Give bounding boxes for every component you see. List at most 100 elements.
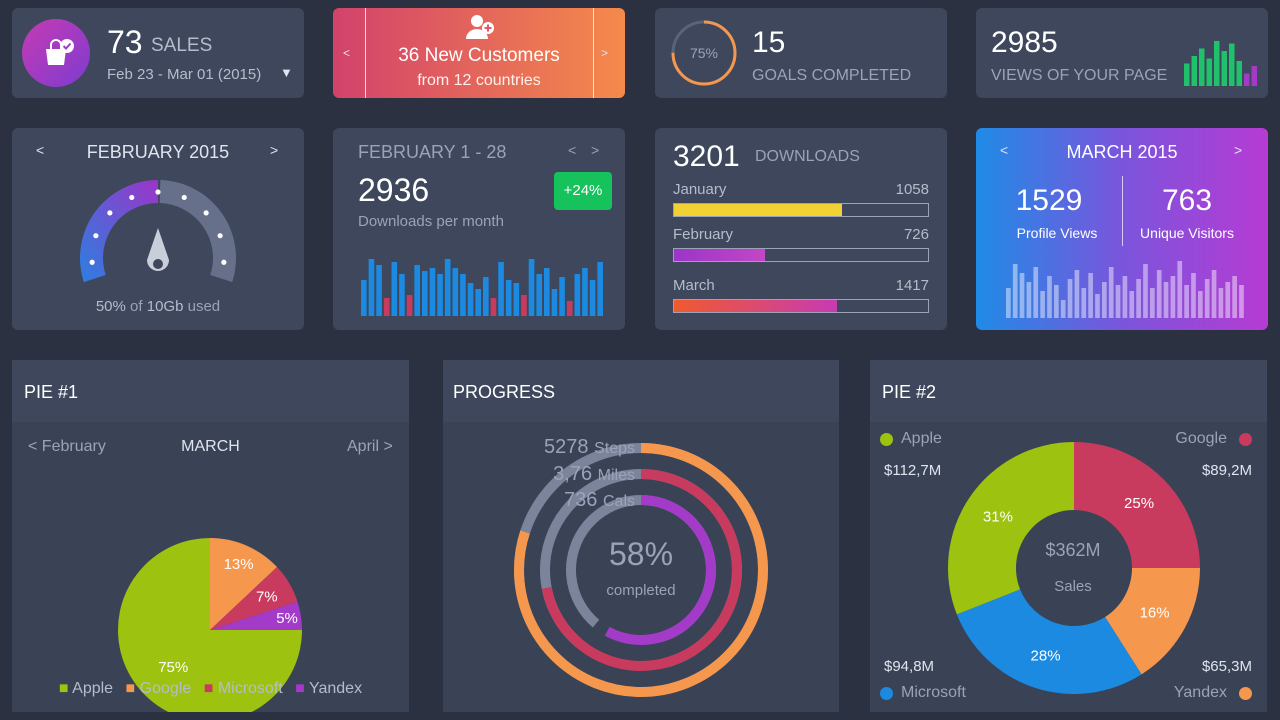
sales-date-range: Feb 23 - Mar 01 (2015) (107, 66, 262, 83)
march-title: MARCH 2015 (1066, 142, 1178, 162)
pie1-slice (210, 538, 278, 630)
storage-of-label: of (130, 298, 143, 315)
views-bar (1191, 56, 1197, 86)
downloads-row-fill (674, 204, 842, 216)
miles-value: 3,76 (553, 463, 593, 485)
march-bar (1136, 279, 1141, 318)
customers-prev-button[interactable]: < (343, 46, 351, 60)
march-bar (1184, 285, 1189, 318)
pie2-apple-value: $112,7M (884, 462, 942, 479)
downloads-bar (559, 277, 565, 316)
downloads-row-january: January 1058 (673, 181, 929, 217)
downloads-bar (498, 262, 504, 316)
legend-item-apple: ■ Apple (58, 680, 114, 697)
downloads-bar (452, 268, 459, 316)
march-bar (1170, 276, 1176, 318)
storage-gauge (80, 180, 236, 282)
pie1-prev-link[interactable]: < February (28, 438, 106, 455)
shopping-bag-icon (22, 19, 90, 87)
legend-item-google: ■ Google (125, 680, 192, 697)
unique-visitors-label: Unique Visitors (1140, 225, 1234, 241)
microsoft-dot-icon (880, 687, 893, 700)
downloads-bar (414, 265, 420, 316)
downloads-bar (574, 274, 581, 316)
pie1-body: < February MARCH April > 13% 7% 5% 75% ■ Ap… (12, 422, 409, 712)
pie2-microsoft-name: Microsoft (901, 684, 966, 701)
pie1-next-link[interactable]: April > (347, 438, 393, 455)
pie2-yandex-value: $65,3M (1201, 658, 1252, 675)
views-bar (1229, 43, 1235, 86)
date-range-dropdown-icon[interactable]: ▼ (280, 65, 293, 80)
downloads-row-bar (673, 203, 929, 217)
pie1-panel: PIE #1 < February MARCH April > 13% 7% 5% 7… (12, 360, 409, 712)
downloads-prev-button[interactable]: < (568, 142, 577, 158)
apple-dot-icon (880, 433, 893, 446)
progress-steps: 5278 Steps (544, 436, 635, 459)
cals-value: 736 (564, 489, 598, 511)
customers-next-button[interactable]: > (601, 46, 609, 60)
gauge-needle-icon (147, 228, 169, 271)
views-bar (1214, 41, 1220, 86)
progress-ring-fill (540, 469, 742, 671)
march-bar (1019, 273, 1025, 318)
gauge-used-arc (80, 180, 158, 282)
unique-visitors-count: 763 (1161, 184, 1213, 217)
downloads-row-value: 1417 (895, 277, 929, 294)
storage-used-value: 50% (95, 298, 126, 315)
march-next-button[interactable]: > (1234, 142, 1243, 158)
downloads-row-bar (673, 299, 929, 313)
storage-total: 10Gb (146, 298, 184, 315)
march-bar (1198, 291, 1203, 318)
pie2-chart: 25% 16% 28% 31% (948, 442, 1200, 694)
downloads-bar (536, 274, 542, 316)
progress-miles: 3,76 Miles (553, 463, 635, 486)
pie2-center-label: Sales (1054, 578, 1092, 595)
downloads-row-fill (674, 300, 837, 312)
march-bar (1156, 270, 1162, 318)
pie1-current-month: MARCH (181, 438, 240, 455)
progress-header: PROGRESS (443, 360, 839, 422)
storage-used-label: used (187, 298, 221, 315)
storage-card: < FEBRUARY 2015 > 50% of 10Gb used (12, 128, 304, 330)
pie2-header: PIE #2 (870, 360, 1267, 422)
downloads-card: 3201 DOWNLOADS January 1058 February 726… (655, 128, 947, 330)
customers-subtitle: from 12 countries (417, 72, 541, 89)
downloads-bar (399, 274, 405, 316)
downloads-bar (597, 262, 603, 316)
views-bar-chart (1184, 41, 1257, 86)
pie2-label: 16% (1140, 604, 1170, 621)
divider (1122, 176, 1123, 246)
views-count: 2985 (991, 26, 1058, 59)
new-customers-card: < > 36 New Customers from 12 countries (333, 8, 625, 98)
downloads-next-button[interactable]: > (591, 142, 600, 158)
downloads-bar (483, 277, 489, 316)
march-bar (1129, 291, 1135, 318)
progress-ring-fill (514, 443, 768, 697)
pie1-header: PIE #1 (12, 360, 409, 422)
downloads-bar (551, 289, 558, 316)
march-bar (1143, 264, 1148, 318)
storage-prev-button[interactable]: < (36, 142, 45, 158)
pie1-slice (210, 567, 298, 630)
downloads-bar (566, 301, 573, 316)
downloads-period: FEBRUARY 1 - 28 (358, 142, 507, 162)
goals-label: GOALS COMPLETED (752, 67, 912, 84)
views-bar (1199, 48, 1205, 86)
march-bar (1163, 282, 1169, 318)
pie1-title: PIE #1 (24, 382, 79, 402)
downloads-bar (391, 262, 398, 316)
goals-count: 15 (752, 26, 786, 59)
downloads-bar (361, 280, 367, 316)
google-dot-icon (1239, 433, 1252, 446)
march-prev-button[interactable]: < (1000, 142, 1009, 158)
sales-count: 73 (107, 24, 143, 60)
march-card: < MARCH 2015 > 1529 Profile Views 763 Un… (976, 128, 1268, 330)
views-bar (1184, 63, 1190, 86)
downloads-bar (422, 271, 428, 316)
pie2-label: 28% (1031, 647, 1061, 664)
gauge-dot (221, 259, 227, 265)
storage-next-button[interactable]: > (270, 142, 279, 158)
legend-label: Apple (72, 680, 114, 697)
downloads-row-month: February (673, 226, 734, 243)
progress-ring-fill (566, 495, 716, 645)
